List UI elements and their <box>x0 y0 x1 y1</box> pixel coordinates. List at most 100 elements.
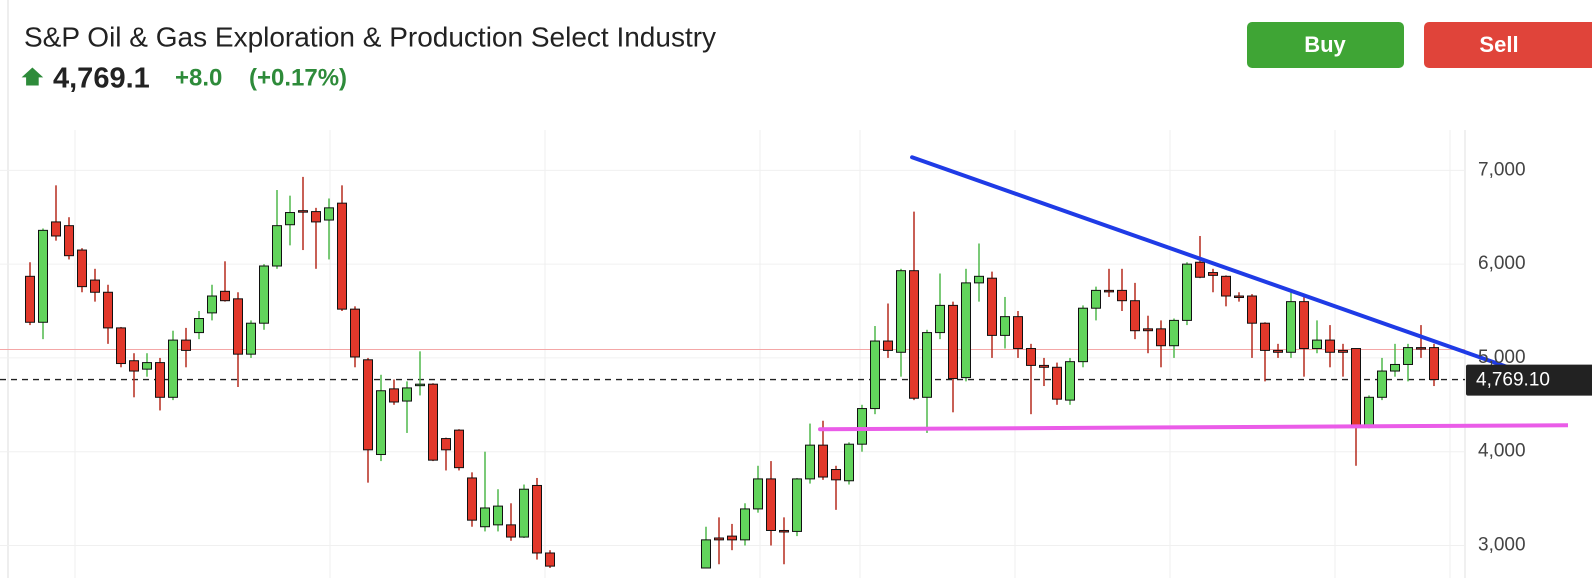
candle-body <box>311 211 321 223</box>
candle-body <box>805 444 815 480</box>
candle-body <box>948 304 958 380</box>
candle-body <box>1195 261 1205 278</box>
candle-body <box>454 429 464 469</box>
candle-body <box>1390 363 1400 372</box>
y-tick-label: 4,000 <box>1478 441 1526 462</box>
candle-body <box>155 362 165 398</box>
candle-body <box>1078 307 1088 363</box>
candle-body <box>1299 301 1309 350</box>
price: 4,769.1 <box>53 63 150 95</box>
candle-body <box>1312 339 1322 350</box>
candle-body <box>909 270 919 399</box>
candle-body <box>337 202 347 310</box>
candle-body <box>116 327 126 365</box>
candle-body <box>363 359 373 451</box>
candle-body <box>415 383 425 387</box>
sell-button[interactable]: Sell <box>1424 22 1592 68</box>
title: S&P Oil & Gas Exploration & Production S… <box>24 21 716 52</box>
sell-button-bg[interactable] <box>1424 22 1592 68</box>
candle-body <box>1221 275 1231 297</box>
trendline <box>910 155 1568 391</box>
candle-body <box>1377 370 1387 398</box>
candle-body <box>168 339 178 398</box>
candle-body <box>935 304 945 334</box>
candle-body <box>701 539 711 569</box>
up-arrow <box>21 67 44 86</box>
candle-body <box>428 383 438 461</box>
header: S&P Oil & Gas Exploration & Production S… <box>21 21 716 95</box>
candle-body <box>324 207 334 221</box>
sell-label[interactable]: Sell <box>1479 32 1518 57</box>
candle-body <box>350 308 360 358</box>
candle-body <box>441 438 451 451</box>
candle-body <box>402 387 412 402</box>
candle-body <box>1039 364 1049 368</box>
candle-body <box>1013 316 1023 350</box>
candle-body <box>1338 349 1348 353</box>
candle-body <box>272 225 282 267</box>
buy-button[interactable]: Buy <box>1247 22 1404 68</box>
candle-body <box>298 210 308 213</box>
candle-body <box>1429 347 1439 381</box>
candle-body <box>961 282 971 379</box>
candle-body <box>1234 295 1244 299</box>
candle-body <box>467 477 477 521</box>
buy-label[interactable]: Buy <box>1304 32 1346 57</box>
candle-body <box>1169 319 1179 347</box>
candle-body <box>1416 347 1426 350</box>
candle-body <box>740 508 750 541</box>
candle-body <box>376 390 386 456</box>
candle-body <box>545 552 555 567</box>
candle-body <box>1286 301 1296 353</box>
candle-body <box>1117 289 1127 302</box>
candle-body <box>766 478 776 531</box>
candle-body <box>1273 349 1283 353</box>
candle-body <box>246 322 256 355</box>
candle-body <box>142 362 152 370</box>
candle-body <box>792 478 802 532</box>
candle-body <box>1104 289 1114 293</box>
candle-body <box>181 339 191 351</box>
buy-button-bg[interactable] <box>1247 22 1404 68</box>
candle-body <box>1247 295 1257 324</box>
trendline <box>818 423 1568 432</box>
candle-body <box>1052 366 1062 400</box>
change: +8.0 <box>175 64 222 91</box>
candle-body <box>753 478 763 510</box>
candle-body <box>285 212 295 226</box>
candle-body <box>844 443 854 482</box>
candle-body <box>779 529 789 533</box>
candle-body <box>38 229 48 323</box>
candle-body <box>1351 348 1361 426</box>
candle-body <box>25 275 35 323</box>
candle-body <box>233 298 243 355</box>
candle-body <box>220 290 230 302</box>
candle-body <box>818 444 828 478</box>
change-pct: (+0.17%) <box>249 64 347 91</box>
candle-body <box>922 332 932 398</box>
candle-body <box>1364 396 1374 426</box>
y-tick-label: 7,000 <box>1478 159 1526 180</box>
candle-body <box>1325 339 1335 353</box>
candle-body <box>64 225 74 257</box>
plot <box>0 155 1568 569</box>
candle-body <box>493 505 503 526</box>
candle-body <box>259 265 269 324</box>
candle-body <box>77 249 87 288</box>
y-tick-label: 5,000 <box>1478 347 1526 368</box>
candle-body <box>883 340 893 351</box>
vertical-grid <box>74 130 1451 578</box>
candle-body <box>103 291 113 329</box>
candle-body <box>1208 272 1218 276</box>
candle-body <box>1130 300 1140 332</box>
candle-body <box>532 484 542 554</box>
candle-body <box>714 537 724 541</box>
candle-body <box>1403 347 1413 365</box>
candle-body <box>480 507 490 528</box>
candle-body <box>1143 328 1153 332</box>
y-tick-label: 6,000 <box>1478 253 1526 274</box>
candle-body <box>831 469 841 481</box>
candle-body <box>207 295 217 314</box>
